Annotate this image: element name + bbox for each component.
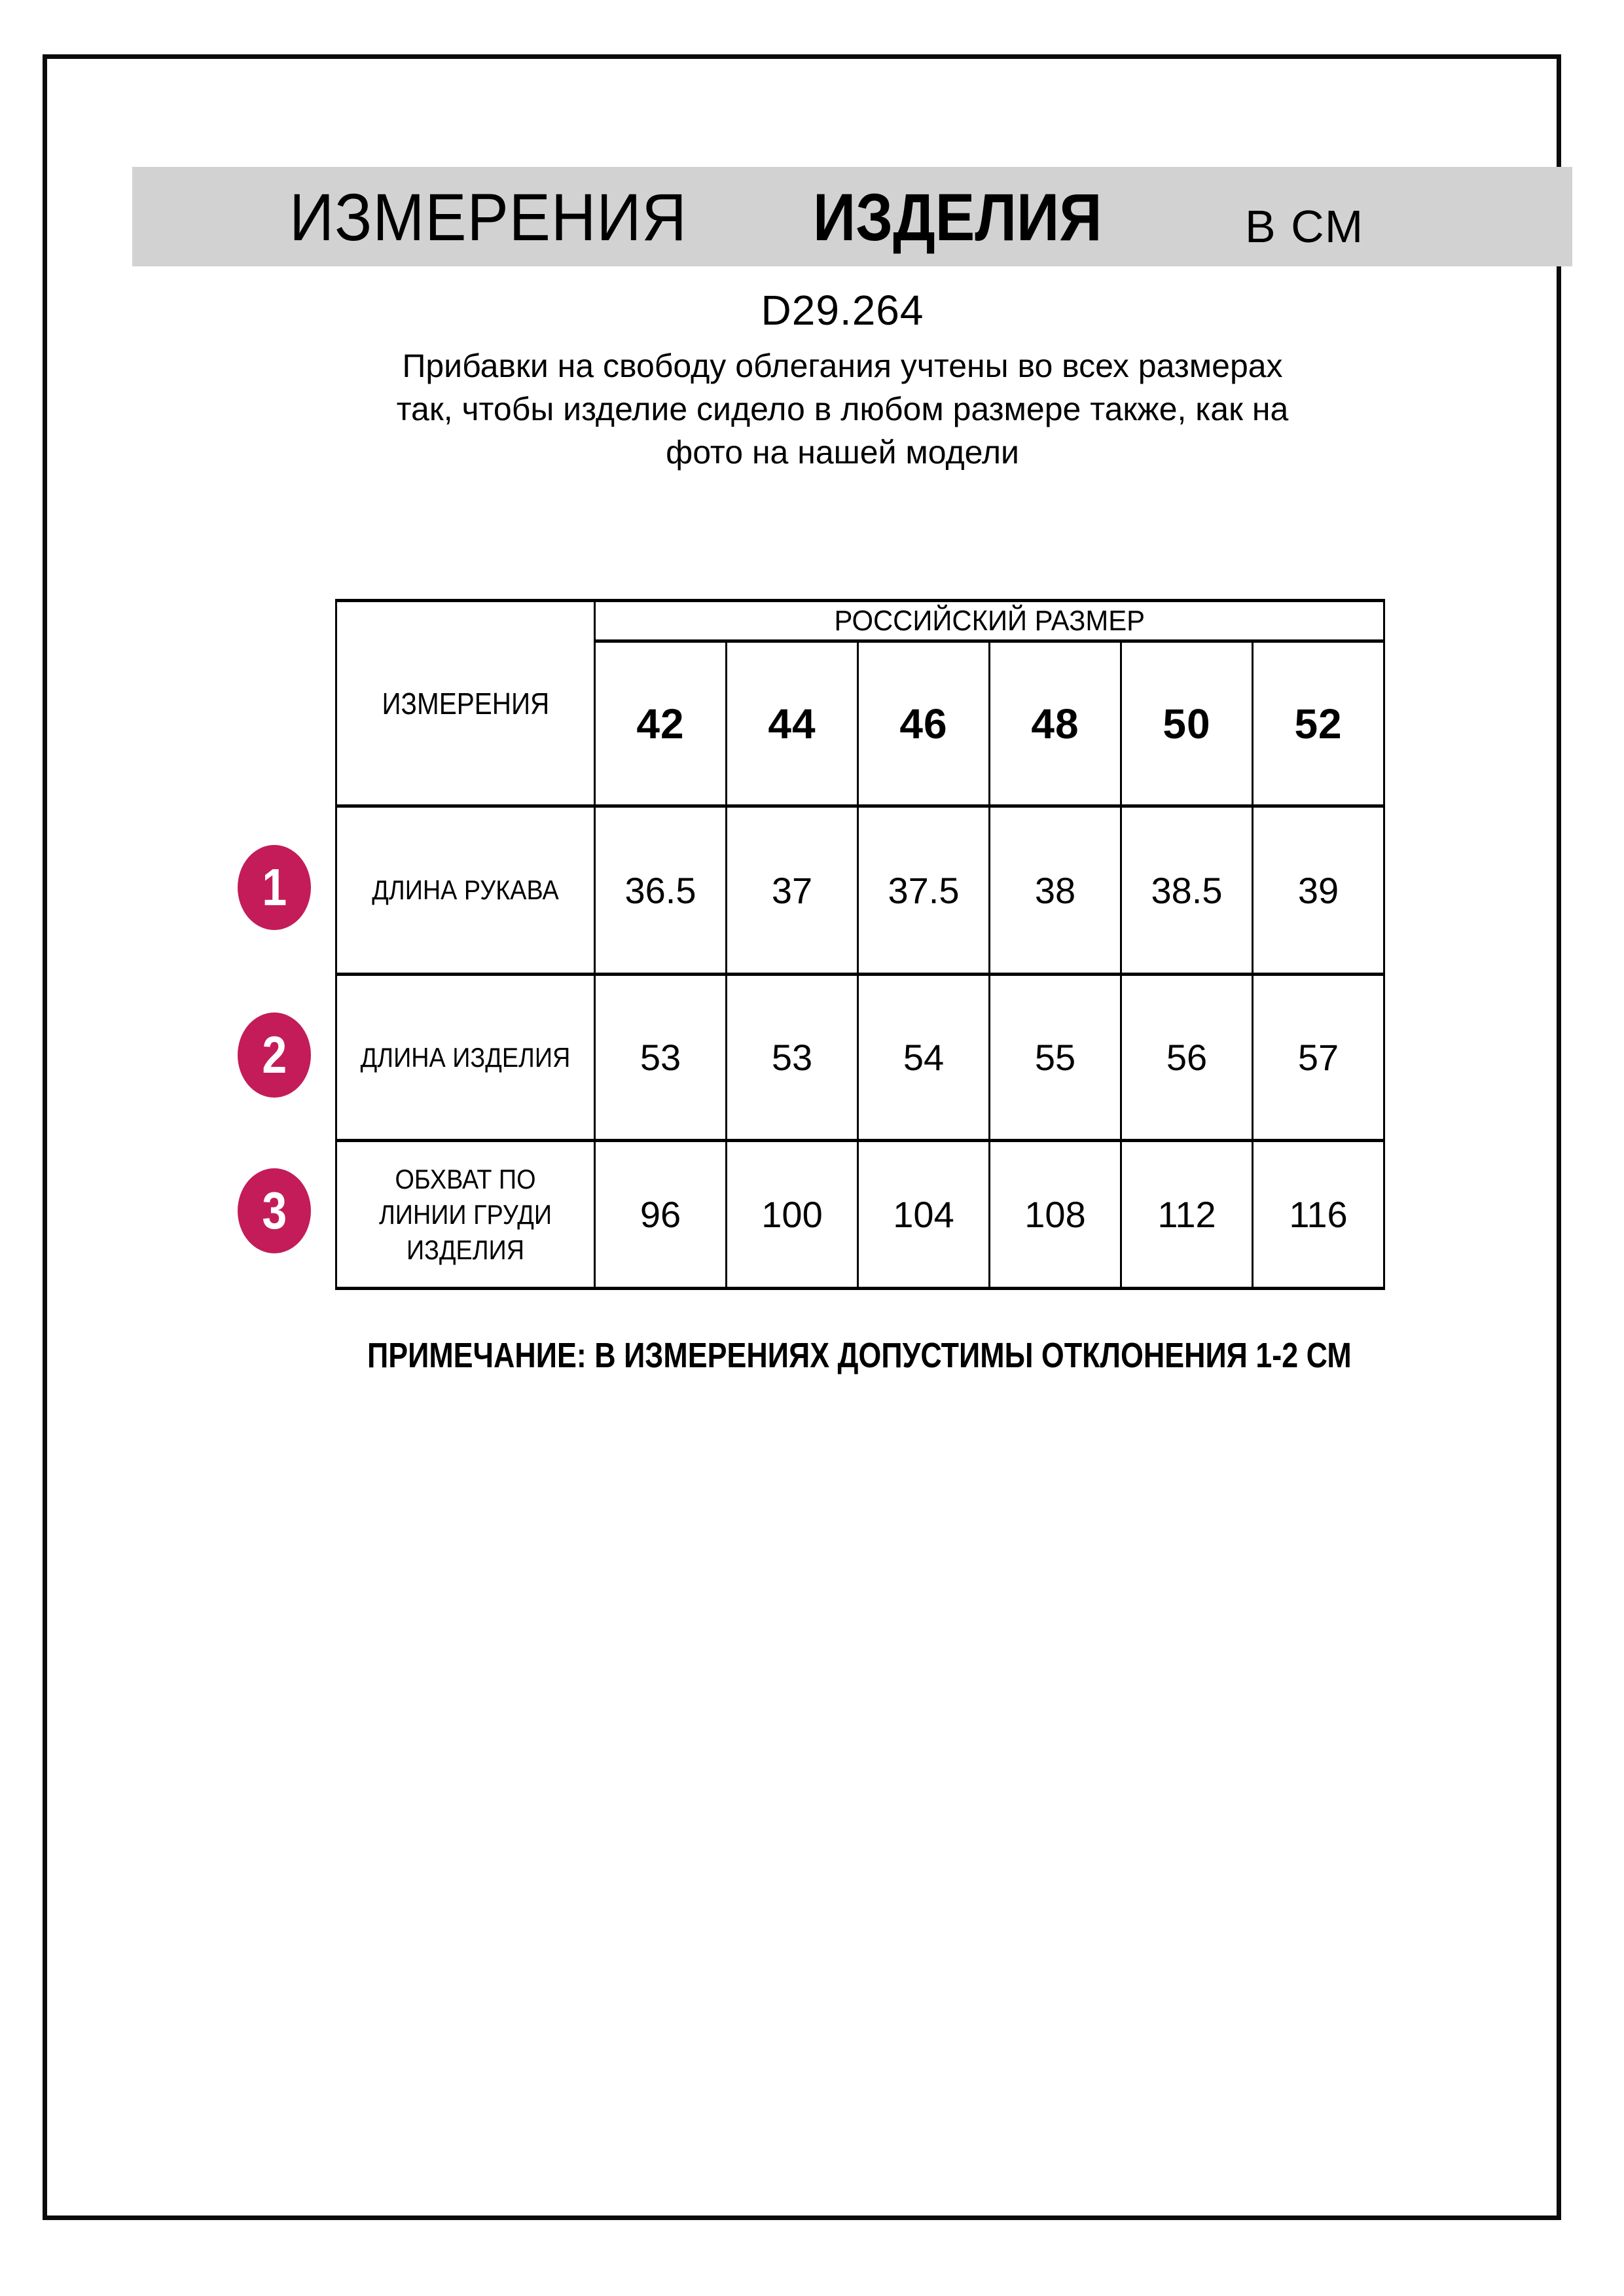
value-cell: 104 bbox=[857, 1139, 990, 1290]
intro-block: D29.264 Прибавки на свободу облегания уч… bbox=[47, 287, 1624, 474]
deviation-note: ПРИМЕЧАНИЕ: В ИЗМЕРЕНИЯХ ДОПУСТИМЫ ОТКЛО… bbox=[367, 1336, 1352, 1375]
value-cell: 36.5 bbox=[594, 804, 727, 976]
product-code: D29.264 bbox=[761, 287, 924, 334]
value-cell: 53 bbox=[725, 973, 859, 1142]
row-marker-number: 2 bbox=[262, 1026, 287, 1084]
value-cell: 39 bbox=[1251, 804, 1386, 976]
value-cell: 108 bbox=[988, 1139, 1122, 1290]
value-cell: 53 bbox=[594, 973, 727, 1142]
value-cell: 55 bbox=[988, 973, 1122, 1142]
size-header: 42 bbox=[594, 639, 727, 808]
size-header: 48 bbox=[988, 639, 1122, 808]
row-label: ДЛИНА РУКАВА bbox=[335, 804, 596, 976]
value-cell: 57 bbox=[1251, 973, 1386, 1142]
value-cell: 112 bbox=[1120, 1139, 1254, 1290]
size-header-row: 42 44 46 48 50 52 bbox=[336, 639, 1386, 808]
row-marker-1: 1 bbox=[238, 845, 311, 930]
title-units: В СМ bbox=[1245, 201, 1365, 252]
table-row: ДЛИНА ИЗДЕЛИЯ 53 53 54 55 56 57 bbox=[335, 973, 1386, 1142]
value-cell: 37 bbox=[725, 804, 859, 976]
size-table: ИЗМЕРЕНИЯ РОССИЙСКИЙ РАЗМЕР 42 44 46 48 … bbox=[335, 599, 1386, 1290]
table-row: ОБХВАТ ПО ЛИНИИ ГРУДИ ИЗДЕЛИЯ 96 100 104… bbox=[335, 1139, 1386, 1290]
value-cell: 116 bbox=[1251, 1139, 1386, 1290]
title-band: ИЗМЕРЕНИЯ ИЗДЕЛИЯ В СМ bbox=[132, 167, 1572, 266]
row-label: ДЛИНА ИЗДЕЛИЯ bbox=[335, 973, 596, 1142]
row-marker-number: 1 bbox=[262, 858, 287, 916]
page-border: ИЗМЕРЕНИЯ ИЗДЕЛИЯ В СМ D29.264 Прибавки … bbox=[43, 54, 1572, 2220]
table-row: ДЛИНА РУКАВА 36.5 37 37.5 38 38.5 39 bbox=[335, 804, 1386, 976]
size-header: 52 bbox=[1251, 639, 1386, 808]
title-product: ИЗДЕЛИЯ bbox=[813, 180, 1102, 255]
size-group-header-row: ИЗМЕРЕНИЯ РОССИЙСКИЙ РАЗМЕР bbox=[335, 599, 1386, 808]
value-cell: 37.5 bbox=[857, 804, 990, 976]
fit-note-line: Прибавки на свободу облегания учтены во … bbox=[402, 348, 1283, 384]
row-marker-number: 3 bbox=[262, 1181, 287, 1240]
value-cell: 100 bbox=[725, 1139, 859, 1290]
value-cell: 38.5 bbox=[1120, 804, 1254, 976]
fit-note: Прибавки на свободу облегания учтены во … bbox=[47, 344, 1624, 474]
size-header: 46 bbox=[857, 639, 990, 808]
value-cell: 38 bbox=[988, 804, 1122, 976]
row-marker-2: 2 bbox=[238, 1013, 311, 1098]
value-cell: 54 bbox=[857, 973, 990, 1142]
size-header: 44 bbox=[725, 639, 859, 808]
value-cell: 96 bbox=[594, 1139, 727, 1290]
row-marker-3: 3 bbox=[238, 1168, 311, 1253]
fit-note-line: так, чтобы изделие сидело в любом размер… bbox=[396, 391, 1289, 427]
size-group-header: РОССИЙСКИЙ РАЗМЕР bbox=[593, 599, 1386, 643]
title-measurements: ИЗМЕРЕНИЯ bbox=[289, 180, 687, 255]
size-header: 50 bbox=[1120, 639, 1254, 808]
value-cell: 56 bbox=[1120, 973, 1254, 1142]
corner-label-cell: ИЗМЕРЕНИЯ bbox=[335, 599, 596, 808]
fit-note-line: фото на нашей модели bbox=[666, 434, 1019, 471]
corner-label: ИЗМЕРЕНИЯ bbox=[382, 686, 549, 721]
row-label: ОБХВАТ ПО ЛИНИИ ГРУДИ ИЗДЕЛИЯ bbox=[335, 1139, 596, 1290]
